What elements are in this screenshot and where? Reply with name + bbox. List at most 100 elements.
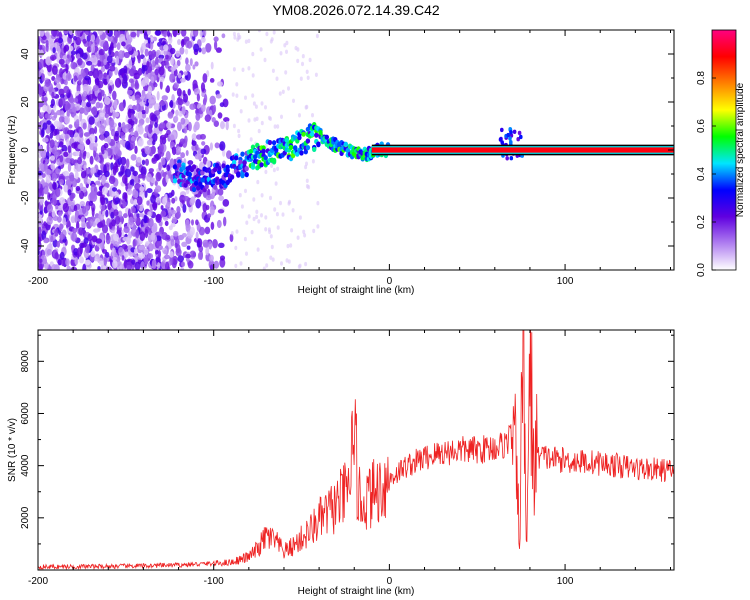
spectrogram-cell xyxy=(255,209,259,214)
spectrogram-cell xyxy=(87,70,94,77)
spectrogram-cell xyxy=(39,195,44,206)
spectrogram-cell xyxy=(77,75,84,81)
spectrogram-cell xyxy=(244,95,247,100)
spectrogram-cell xyxy=(254,104,258,109)
spectrogram-cell xyxy=(247,66,251,71)
spectrogram-cell xyxy=(54,228,59,237)
spectrogram-cell xyxy=(112,166,117,176)
spectrogram-cell xyxy=(78,128,84,138)
spectrogram-cell xyxy=(93,228,100,233)
spectrogram-cell xyxy=(45,151,50,160)
spectrogram-cell xyxy=(244,166,249,172)
spectrogram-cell xyxy=(57,258,62,266)
spectrogram-cell xyxy=(64,79,68,86)
spectrogram-cell xyxy=(500,127,504,133)
spectrogram-cell xyxy=(243,236,247,242)
spectrogram-cell xyxy=(175,109,179,117)
spectrogram-cell xyxy=(59,154,64,163)
spectrogram-cell xyxy=(55,204,59,210)
colorbar-tick-label: 0.0 xyxy=(696,263,707,277)
spectrogram-cell xyxy=(180,77,186,83)
spectrogram-cell xyxy=(262,266,266,270)
spectrogram-cell xyxy=(52,47,56,54)
spectrogram-cell xyxy=(88,116,95,125)
spectrogram-cell xyxy=(148,217,154,228)
x-tick-label: -100 xyxy=(204,576,224,587)
spectrogram-cell xyxy=(215,93,222,99)
spectrogram-cell xyxy=(303,149,308,155)
spectrogram-cell xyxy=(160,205,164,210)
spectrogram-cell xyxy=(123,213,128,219)
spectrogram-cell xyxy=(162,196,168,206)
spectrogram-cell xyxy=(103,72,108,78)
spectrogram-cell xyxy=(99,112,105,118)
spectrogram-cell xyxy=(164,254,170,260)
spectrogram-cell xyxy=(144,48,149,57)
spectrogram-cell xyxy=(123,51,130,59)
spectrogram-cell xyxy=(170,66,177,72)
spectrogram-cell xyxy=(63,46,67,54)
spectrogram-cell xyxy=(89,93,94,101)
spectrogram-cell xyxy=(158,66,165,76)
spectrogram-cell xyxy=(79,200,86,207)
spectrogram-cell xyxy=(95,238,103,244)
spectrogram-cell xyxy=(165,174,169,184)
spectrogram-cell xyxy=(89,133,96,144)
spectrogram-cell xyxy=(63,183,69,193)
spectrogram-cell xyxy=(144,215,148,224)
spectrogram-cell xyxy=(251,73,255,78)
spectrogram-cell xyxy=(38,263,43,270)
spectrogram-cell xyxy=(49,125,56,131)
spectrogram-cell xyxy=(213,36,219,42)
spectrogram-cell xyxy=(234,245,238,251)
spectrogram-cell xyxy=(200,170,205,176)
spectrogram-cell xyxy=(92,68,99,79)
spectrogram-cell xyxy=(132,188,137,198)
spectrogram-cell xyxy=(288,199,291,205)
spectrogram-cell xyxy=(181,233,187,238)
spectrogram-cell xyxy=(39,258,43,263)
spectrogram-cell xyxy=(193,43,200,53)
spectrogram-cell xyxy=(197,251,203,260)
spectrogram-cell xyxy=(305,69,309,75)
spectrogram-cell xyxy=(138,30,144,35)
spectrogram-cell xyxy=(133,198,137,206)
spectrogram-cell xyxy=(90,54,97,64)
spectrogram-cell xyxy=(80,216,86,225)
spectrogram-cell xyxy=(210,61,214,70)
spectrogram-cell xyxy=(195,198,202,209)
spectrogram-cell xyxy=(111,187,118,192)
spectrogram-cell xyxy=(194,61,199,67)
spectrogram-cell xyxy=(177,72,182,79)
spectrogram-cell xyxy=(218,195,225,201)
spectrogram-cell xyxy=(102,265,107,270)
spectrogram-cell xyxy=(46,120,52,125)
spectrogram-cell xyxy=(202,239,209,247)
spectrogram-cell xyxy=(289,243,293,248)
spectrogram-cell xyxy=(126,261,133,270)
spectrogram-cell xyxy=(509,140,513,145)
spectrogram-cell xyxy=(82,206,87,214)
spectrogram-cell xyxy=(139,231,146,241)
spectrogram-cell xyxy=(42,104,48,112)
spectrogram-cell xyxy=(195,219,199,226)
spectrogram-cell xyxy=(58,37,63,44)
spectrogram-cell xyxy=(127,118,133,125)
spectrogram-cell xyxy=(75,119,80,125)
spectrogram-cell xyxy=(311,159,315,164)
spectrogram-cell xyxy=(180,152,186,159)
spectrogram-cell xyxy=(179,194,186,203)
spectrogram-cell xyxy=(109,118,115,128)
spectrogram-cell xyxy=(505,156,510,161)
spectrogram-cell xyxy=(144,145,151,155)
spectrogram-cell xyxy=(103,256,108,266)
spectrogram-cell xyxy=(200,82,206,92)
spectrogram-cell xyxy=(204,114,211,122)
spectrogram-cell xyxy=(193,180,199,186)
spectrogram-cell xyxy=(145,43,150,48)
spectrogram-cell xyxy=(163,44,169,52)
spectrogram-cell xyxy=(46,216,53,226)
spectrogram-cell xyxy=(62,170,69,177)
spectrogram-cell xyxy=(127,34,133,44)
spectrogram-cell xyxy=(208,240,213,250)
